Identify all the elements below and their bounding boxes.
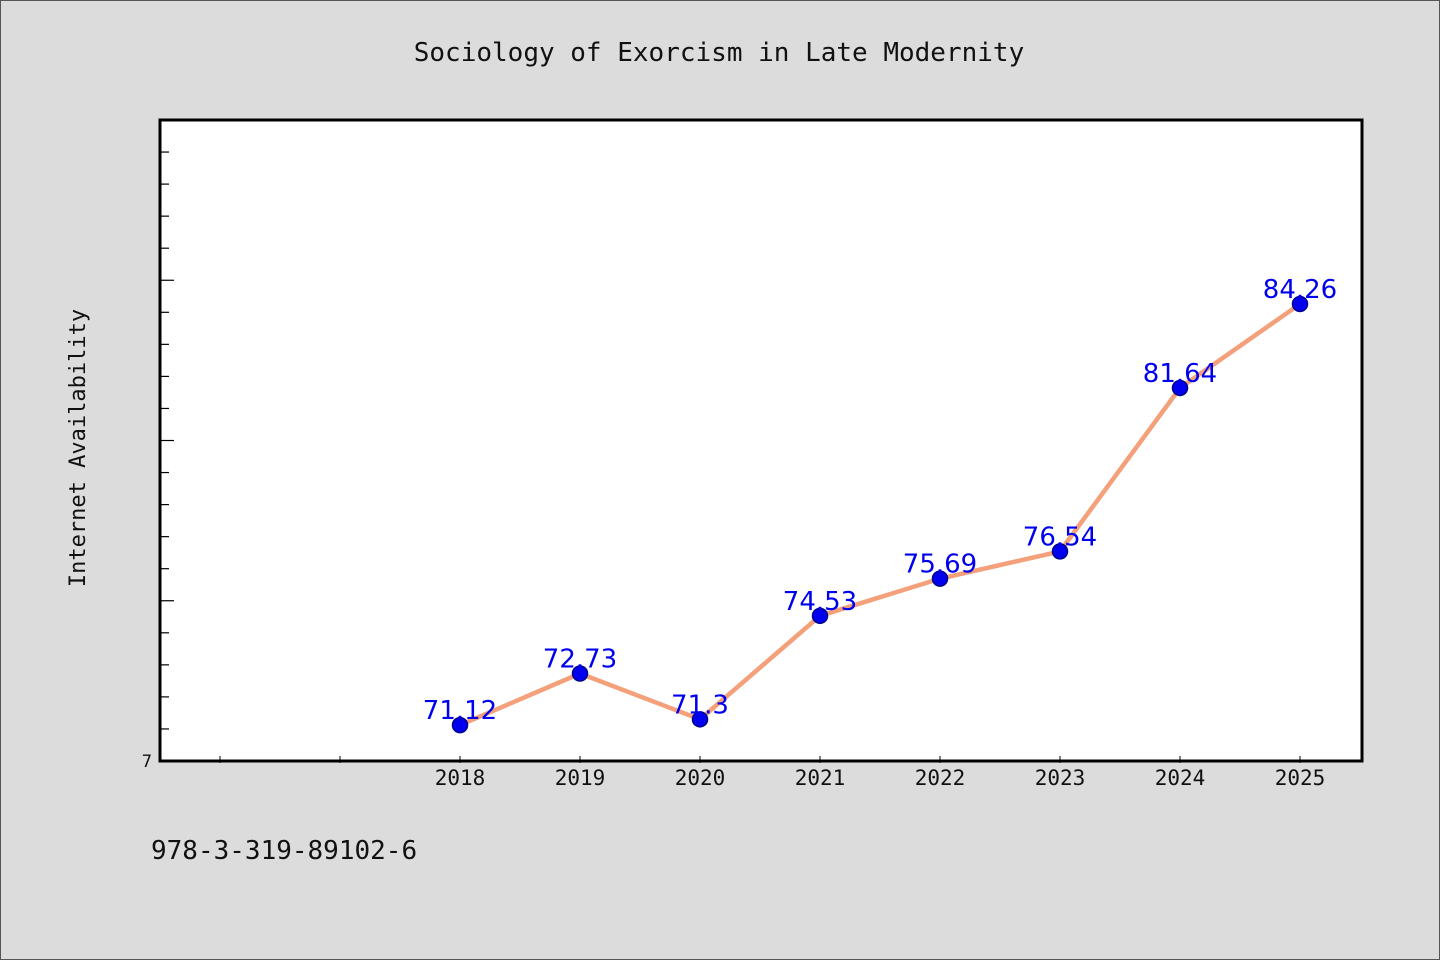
chart-title: Sociology of Exorcism in Late Modernity [414, 38, 1024, 68]
x-axis-ticks: 2018 2019 2020 2021 2022 2023 2024 2025 [219, 756, 1326, 790]
y-tick-label: 7 [142, 752, 152, 772]
data-label: 75.69 [903, 550, 977, 580]
series-line [457, 301, 1303, 728]
x-tick-label: 2020 [675, 766, 726, 790]
y-axis-label: Internet Availability [66, 309, 91, 587]
series-group [451, 295, 1309, 734]
isbn-text: 978-3-319-89102-6 [151, 836, 418, 866]
x-tick-label: 2021 [795, 766, 846, 790]
x-tick-label: 2023 [1035, 766, 1086, 790]
x-tick-label: 2025 [1275, 766, 1326, 790]
data-point [691, 711, 709, 728]
data-labels-group: 71.12 72.73 71.3 74.53 75.69 76.54 81.64 84.26 [423, 275, 1337, 726]
data-label: 71.3 [671, 690, 729, 720]
data-point [931, 570, 949, 587]
plot-area [158, 118, 1364, 763]
data-point [451, 716, 469, 734]
x-tick-label: 2019 [555, 766, 606, 790]
data-label: 71.12 [423, 696, 497, 726]
data-label: 81.64 [1143, 359, 1217, 389]
data-point [811, 607, 829, 625]
data-point [571, 665, 589, 682]
data-label: 74.53 [783, 587, 857, 617]
data-label: 76.54 [1023, 522, 1097, 552]
x-tick-label: 2024 [1155, 766, 1206, 790]
y-axis-ticks: 7 [142, 151, 174, 772]
x-tick-label: 2022 [915, 766, 966, 790]
x-tick-label: 2018 [435, 766, 486, 790]
data-label: 84.26 [1263, 275, 1337, 305]
data-point [1171, 379, 1189, 397]
data-point [1291, 295, 1309, 313]
data-label: 72.73 [543, 645, 617, 675]
data-point [1051, 543, 1069, 560]
